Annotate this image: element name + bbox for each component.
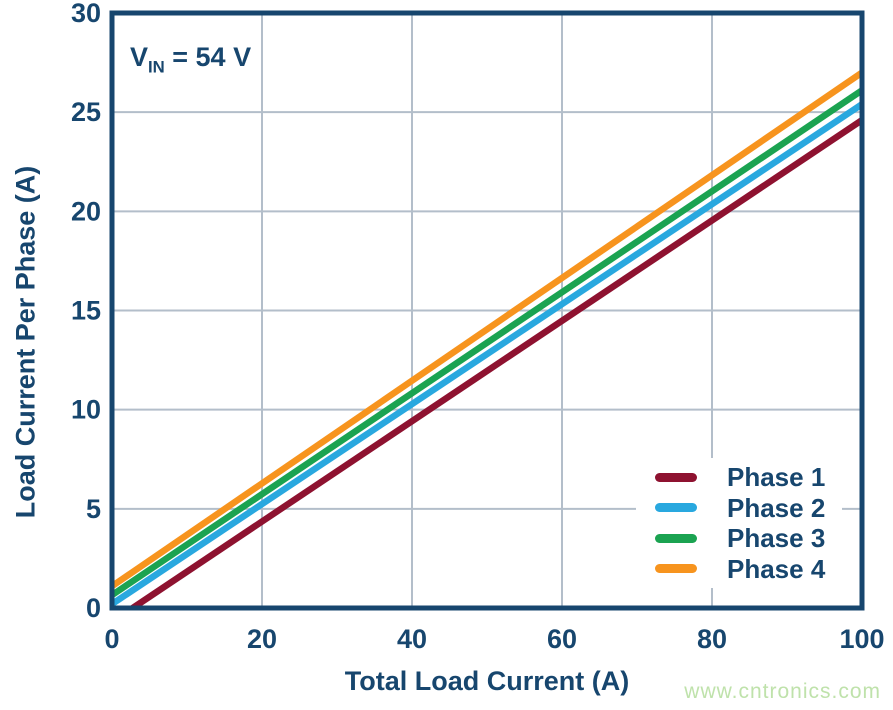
series-line-phase-3 <box>112 87 862 598</box>
y-tick-label-20: 20 <box>71 196 101 226</box>
series-line-phase-4 <box>112 69 862 589</box>
x-tick-label-100: 100 <box>839 624 884 654</box>
legend-item-phase-3: Phase 3 <box>655 523 842 553</box>
x-tick-label-0: 0 <box>104 624 119 654</box>
x-tick-label-80: 80 <box>697 624 727 654</box>
x-axis-title: Total Load Current (A) <box>344 666 630 696</box>
x-tick-label-40: 40 <box>397 624 427 654</box>
legend-swatch-phase-1 <box>655 472 697 482</box>
vin-annotation-prefix: V <box>130 42 149 72</box>
vin-annotation-value: = 54 V <box>164 42 252 72</box>
series-line-phase-2 <box>112 101 862 607</box>
vin-annotation: VIN = 54 V <box>130 42 251 77</box>
y-axis-title: Load Current Per Phase (A) <box>10 165 41 519</box>
legend-item-phase-4: Phase 4 <box>655 554 842 584</box>
vin-annotation-subscript: IN <box>148 57 165 77</box>
y-tick-label-30: 30 <box>71 0 101 28</box>
legend-item-phase-1: Phase 1 <box>655 462 842 492</box>
legend-label: Phase 2 <box>727 492 826 523</box>
legend-label: Phase 1 <box>727 462 826 493</box>
plot-frame <box>109 10 865 611</box>
legend-label: Phase 4 <box>727 553 826 584</box>
y-tick-label-5: 5 <box>86 494 101 524</box>
legend-swatch-phase-4 <box>655 564 697 574</box>
legend-label: Phase 3 <box>727 523 826 554</box>
legend-swatch-phase-2 <box>655 503 697 513</box>
series-line-phase-1 <box>126 117 862 608</box>
legend-swatch-phase-3 <box>655 533 697 543</box>
y-tick-label-0: 0 <box>86 593 101 623</box>
watermark: www.cntronics.com <box>684 680 881 703</box>
legend: Phase 1 Phase 2 Phase 3 Phase 4 <box>636 458 842 588</box>
y-tick-label-15: 15 <box>71 296 101 326</box>
legend-item-phase-2: Phase 2 <box>655 493 842 523</box>
x-tick-label-20: 20 <box>247 624 277 654</box>
y-tick-label-10: 10 <box>71 395 101 425</box>
x-tick-label-60: 60 <box>547 624 577 654</box>
y-tick-label-25: 25 <box>71 97 101 127</box>
